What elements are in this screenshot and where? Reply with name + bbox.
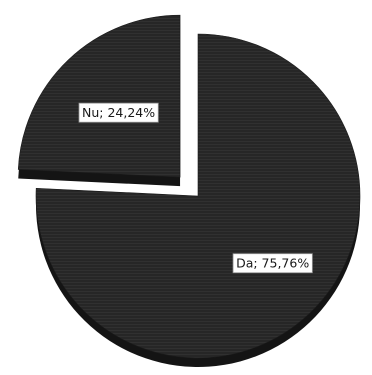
pie-slices	[17, 14, 361, 367]
pie-slice-1	[35, 33, 361, 359]
pie-label-box-1	[232, 253, 313, 274]
pie-label-text-1: Da; 75,76%	[236, 256, 309, 271]
pie-label-text-0: Nu; 24,24%	[82, 105, 155, 120]
pie-label-1: Da; 75,76%	[232, 253, 313, 274]
pie-label-0: Nu; 24,24%	[78, 102, 159, 123]
pie-slice-0	[17, 14, 181, 178]
pie-label-box-0	[78, 102, 159, 123]
pie-labels: Da; 75,76% Nu; 24,24%	[78, 102, 313, 274]
